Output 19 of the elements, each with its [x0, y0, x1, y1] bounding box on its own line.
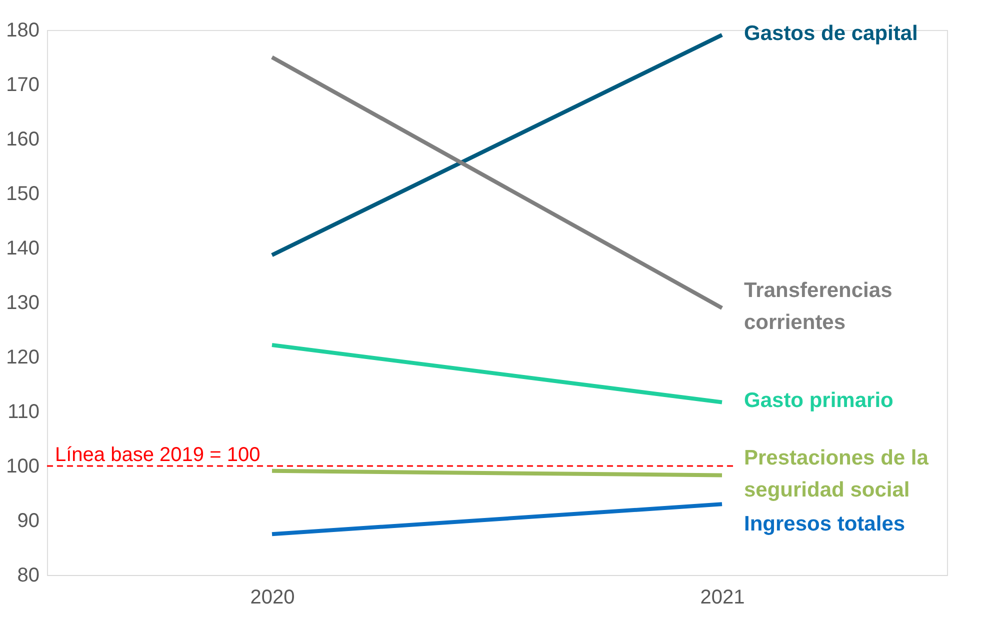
- series-label: Ingresos totales: [744, 512, 906, 536]
- y-tick-label: 80: [17, 564, 40, 586]
- y-tick-label: 120: [6, 346, 40, 368]
- y-tick-label: 160: [6, 128, 40, 150]
- y-tick-label: 140: [6, 238, 40, 260]
- series-label: Gastos de capital: [744, 22, 918, 45]
- y-tick-label: 150: [6, 183, 40, 205]
- x-tick-label: 2020: [250, 586, 295, 608]
- y-tick-label: 100: [6, 456, 40, 478]
- series-label: Gasto primario: [744, 389, 894, 412]
- y-tick-label: 110: [8, 401, 40, 423]
- series-label: Transferencias corrientes: [744, 278, 892, 334]
- x-tick-label: 2021: [700, 586, 745, 608]
- y-tick-label: 170: [6, 74, 40, 96]
- ref-line-label: Línea base 2019 = 100: [55, 444, 260, 466]
- series-label: Prestaciones de la seguridad social: [744, 446, 929, 502]
- y-tick-label: 180: [6, 20, 40, 42]
- y-tick-label: 130: [6, 292, 40, 314]
- y-tick-label: 90: [17, 510, 40, 532]
